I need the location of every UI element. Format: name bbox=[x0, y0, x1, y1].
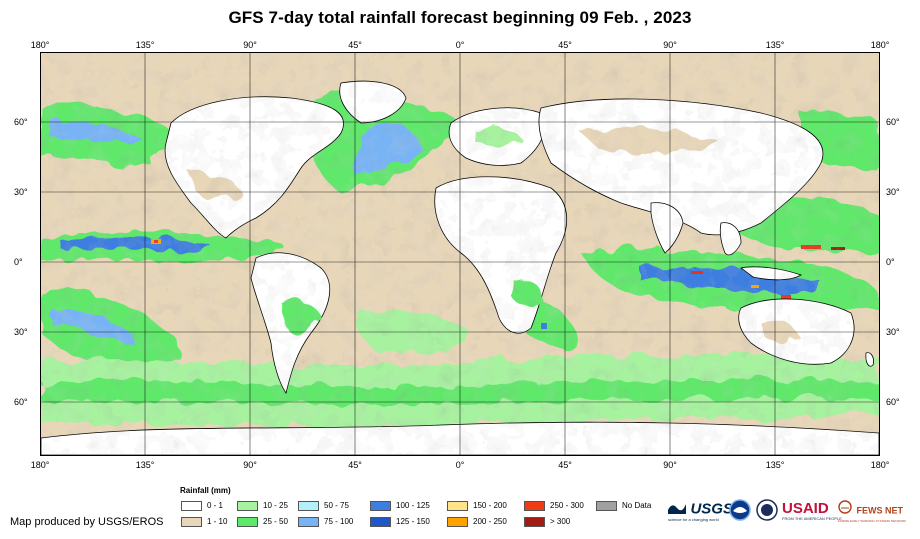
legend-swatch bbox=[298, 500, 319, 511]
legend-item: 25 - 50 bbox=[237, 516, 288, 527]
usaid-logo: USAID FROM THE AMERICAN PEOPLE bbox=[782, 500, 842, 521]
legend-swatch bbox=[524, 516, 545, 527]
legend-swatch bbox=[181, 516, 202, 527]
legend-swatch bbox=[370, 516, 391, 527]
lon-label-top: 90° bbox=[243, 40, 257, 50]
legend-label: 150 - 200 bbox=[473, 501, 507, 510]
legend-swatch bbox=[181, 500, 202, 511]
lat-label-right: 30° bbox=[886, 187, 900, 197]
lon-label-top: 180° bbox=[870, 40, 890, 50]
legend-item: > 300 bbox=[524, 516, 570, 527]
fews-net-name: FEWS NET bbox=[856, 505, 903, 516]
lon-label-top: 45° bbox=[558, 40, 572, 50]
usgs-tagline: science for a changing world bbox=[668, 517, 719, 522]
doi-seal-icon bbox=[756, 499, 778, 526]
legend-label: 200 - 250 bbox=[473, 517, 507, 526]
legend-item: 1 - 10 bbox=[181, 516, 227, 527]
usgs-wave-icon bbox=[668, 500, 686, 519]
legend-title: Rainfall (mm) bbox=[180, 486, 231, 495]
legend-item: No Data bbox=[596, 500, 651, 511]
lat-label-right: 30° bbox=[886, 327, 900, 337]
legend-label: 10 - 25 bbox=[263, 501, 288, 510]
legend-item: 50 - 75 bbox=[298, 500, 349, 511]
graticule bbox=[41, 53, 879, 455]
lon-label-bottom: 45° bbox=[348, 460, 362, 470]
lon-label-top: 45° bbox=[348, 40, 362, 50]
usgs-name: USGS bbox=[690, 500, 733, 518]
lat-label-right: 60° bbox=[886, 117, 900, 127]
lon-label-top: 135° bbox=[135, 40, 155, 50]
lon-label-bottom: 90° bbox=[243, 460, 257, 470]
lat-label-left: 60° bbox=[14, 117, 28, 127]
legend-swatch bbox=[237, 500, 258, 511]
legend-label: 100 - 125 bbox=[396, 501, 430, 510]
legend-swatch bbox=[237, 516, 258, 527]
legend-item: 250 - 300 bbox=[524, 500, 584, 511]
legend-label: 25 - 50 bbox=[263, 517, 288, 526]
lat-label-left: 30° bbox=[14, 327, 28, 337]
legend-item: 10 - 25 bbox=[237, 500, 288, 511]
lon-label-bottom: 45° bbox=[558, 460, 572, 470]
rainfall-map bbox=[41, 53, 879, 455]
lat-label-left: 0° bbox=[14, 257, 23, 267]
legend-label: 0 - 1 bbox=[207, 501, 224, 510]
lon-label-bottom: 135° bbox=[135, 460, 155, 470]
lat-label-left: 60° bbox=[14, 397, 28, 407]
credit-text: Map produced by USGS/EROS bbox=[10, 516, 164, 528]
legend-label: 75 - 100 bbox=[324, 517, 354, 526]
legend-item: 0 - 1 bbox=[181, 500, 223, 511]
legend-label: No Data bbox=[622, 501, 652, 510]
noaa-seal-icon bbox=[729, 499, 751, 526]
legend-item: 200 - 250 bbox=[447, 516, 507, 527]
legend-swatch bbox=[524, 500, 545, 511]
lat-label-left: 30° bbox=[14, 187, 28, 197]
lon-label-top: 180° bbox=[30, 40, 50, 50]
legend-label: 50 - 75 bbox=[324, 501, 349, 510]
lon-label-top: 135° bbox=[765, 40, 785, 50]
map-title: GFS 7-day total rainfall forecast beginn… bbox=[228, 8, 692, 27]
lon-label-top: 90° bbox=[663, 40, 677, 50]
fews-net-tagline: FAMINE EARLY WARNING SYSTEMS NETWORK bbox=[838, 519, 907, 523]
legend-item: 75 - 100 bbox=[298, 516, 353, 527]
legend-label: 1 - 10 bbox=[207, 517, 228, 526]
legend-item: 150 - 200 bbox=[447, 500, 507, 511]
legend-swatch bbox=[447, 516, 468, 527]
usaid-name: USAID bbox=[782, 500, 829, 517]
legend-label: 125 - 150 bbox=[396, 517, 430, 526]
map-frame bbox=[40, 52, 880, 456]
fews-net-logo: FEWS NET FAMINE EARLY WARNING SYSTEMS NE… bbox=[838, 500, 906, 523]
lat-label-right: 60° bbox=[886, 397, 900, 407]
lon-label-bottom: 0° bbox=[455, 460, 465, 470]
lon-label-bottom: 180° bbox=[30, 460, 50, 470]
fews-net-icon bbox=[838, 500, 852, 519]
legend-swatch bbox=[370, 500, 391, 511]
lat-label-right: 0° bbox=[886, 257, 895, 267]
usgs-logo: USGS science for a changing world bbox=[668, 500, 733, 522]
lon-label-bottom: 90° bbox=[663, 460, 677, 470]
lon-label-bottom: 135° bbox=[765, 460, 785, 470]
legend-label: > 300 bbox=[550, 517, 571, 526]
legend-swatch bbox=[447, 500, 468, 511]
lon-label-top: 0° bbox=[455, 40, 465, 50]
legend-item: 100 - 125 bbox=[370, 500, 430, 511]
legend-item: 125 - 150 bbox=[370, 516, 430, 527]
lon-label-bottom: 180° bbox=[870, 460, 890, 470]
legend-label: 250 - 300 bbox=[550, 501, 584, 510]
usaid-tagline: FROM THE AMERICAN PEOPLE bbox=[782, 516, 842, 521]
legend-swatch bbox=[298, 516, 319, 527]
legend-swatch bbox=[596, 500, 617, 511]
